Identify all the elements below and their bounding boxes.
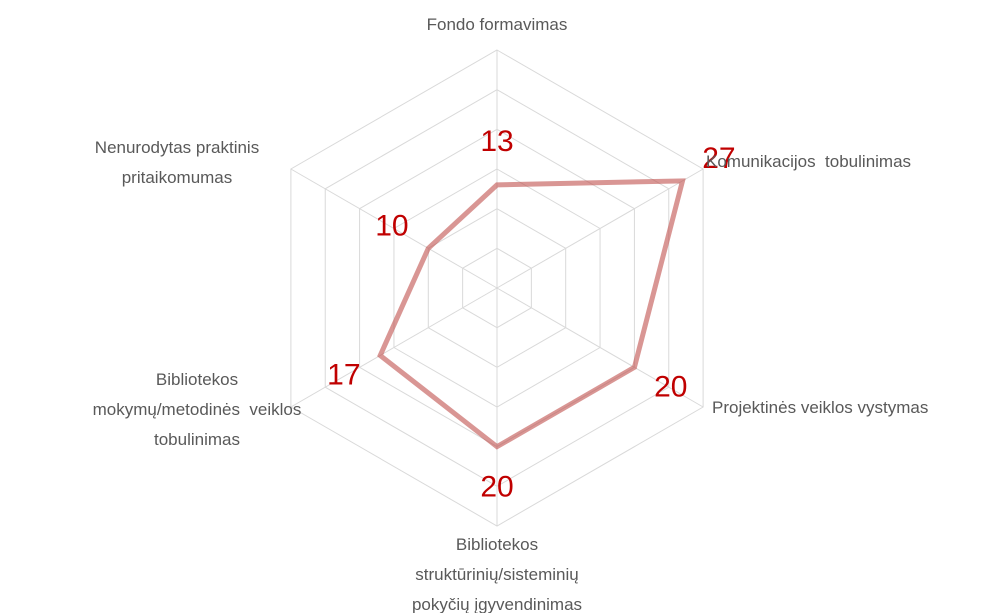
data-label: 20 xyxy=(654,370,687,403)
category-label: Nenurodytas praktinis pritaikomumas xyxy=(94,138,260,187)
spoke xyxy=(496,168,704,289)
category-label: Bibliotekos struktūrinių/sisteminių poky… xyxy=(411,535,583,613)
data-label: 20 xyxy=(480,471,513,504)
data-label: 17 xyxy=(327,358,360,391)
spoke xyxy=(290,168,498,289)
category-label: Komunikacijos tobulinimas xyxy=(706,152,912,171)
category-label: Projektinės veiklos vystymas xyxy=(712,398,929,417)
category-label: Fondo formavimas xyxy=(426,15,568,34)
spoke xyxy=(496,287,704,408)
category-label: Bibliotekos mokymų/metodinės veiklos tob… xyxy=(92,370,302,449)
data-label: 10 xyxy=(375,209,408,242)
data-label: 27 xyxy=(702,142,735,175)
series-line xyxy=(377,178,686,450)
spoke xyxy=(290,287,498,408)
data-label: 13 xyxy=(480,125,513,158)
